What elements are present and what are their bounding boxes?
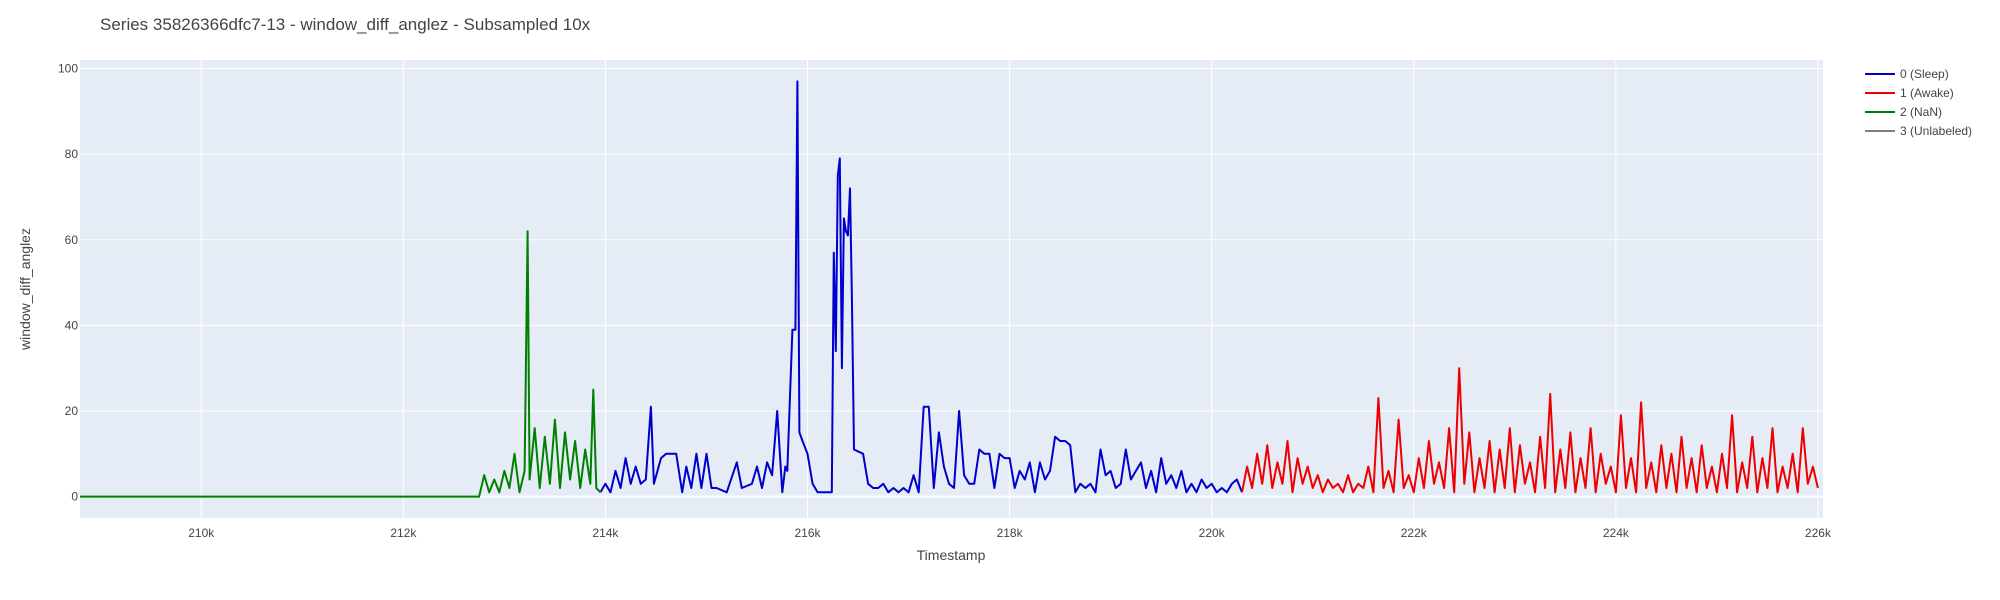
y-tick-label: 100 xyxy=(58,62,78,76)
x-axis: 210k 212k 214k 216k 218k 220k 222k 224k 226k xyxy=(188,526,1832,540)
y-axis-title: window_diff_anglez xyxy=(17,228,33,351)
legend[interactable]: 0 (Sleep) 1 (Awake) 2 (NaN) 3 (Unlabeled) xyxy=(1865,67,1972,138)
x-tick-label: 224k xyxy=(1603,526,1630,540)
legend-item-2[interactable]: 2 (NaN) xyxy=(1865,105,1942,119)
legend-item-1[interactable]: 1 (Awake) xyxy=(1865,86,1954,100)
x-tick-label: 210k xyxy=(188,526,215,540)
x-tick-label: 222k xyxy=(1401,526,1428,540)
gridlines xyxy=(80,60,1823,518)
x-tick-label: 216k xyxy=(794,526,821,540)
legend-item-3[interactable]: 3 (Unlabeled) xyxy=(1865,124,1972,138)
y-tick-label: 80 xyxy=(65,147,79,161)
x-tick-label: 218k xyxy=(997,526,1024,540)
y-axis: 0 20 40 60 80 100 xyxy=(58,62,78,504)
x-tick-label: 220k xyxy=(1199,526,1226,540)
y-tick-label: 40 xyxy=(65,318,79,332)
series-line-2 xyxy=(80,230,602,498)
x-tick-label: 212k xyxy=(390,526,417,540)
legend-item-0[interactable]: 0 (Sleep) xyxy=(1865,67,1949,81)
y-tick-label: 60 xyxy=(65,233,79,247)
series-line-1 xyxy=(1241,367,1819,494)
plot-area xyxy=(80,60,1823,518)
legend-label: 2 (NaN) xyxy=(1900,105,1942,119)
chart-title: Series 35826366dfc7-13 - window_diff_ang… xyxy=(100,15,591,34)
y-tick-label: 0 xyxy=(71,490,78,504)
legend-label: 3 (Unlabeled) xyxy=(1900,124,1972,138)
x-axis-title: Timestamp xyxy=(917,547,986,563)
legend-label: 0 (Sleep) xyxy=(1900,67,1949,81)
legend-label: 1 (Awake) xyxy=(1900,86,1954,100)
series-line-0 xyxy=(599,80,1243,494)
x-tick-label: 214k xyxy=(592,526,619,540)
y-tick-label: 20 xyxy=(65,404,79,418)
x-tick-label: 226k xyxy=(1805,526,1832,540)
series-layer xyxy=(80,80,1819,498)
